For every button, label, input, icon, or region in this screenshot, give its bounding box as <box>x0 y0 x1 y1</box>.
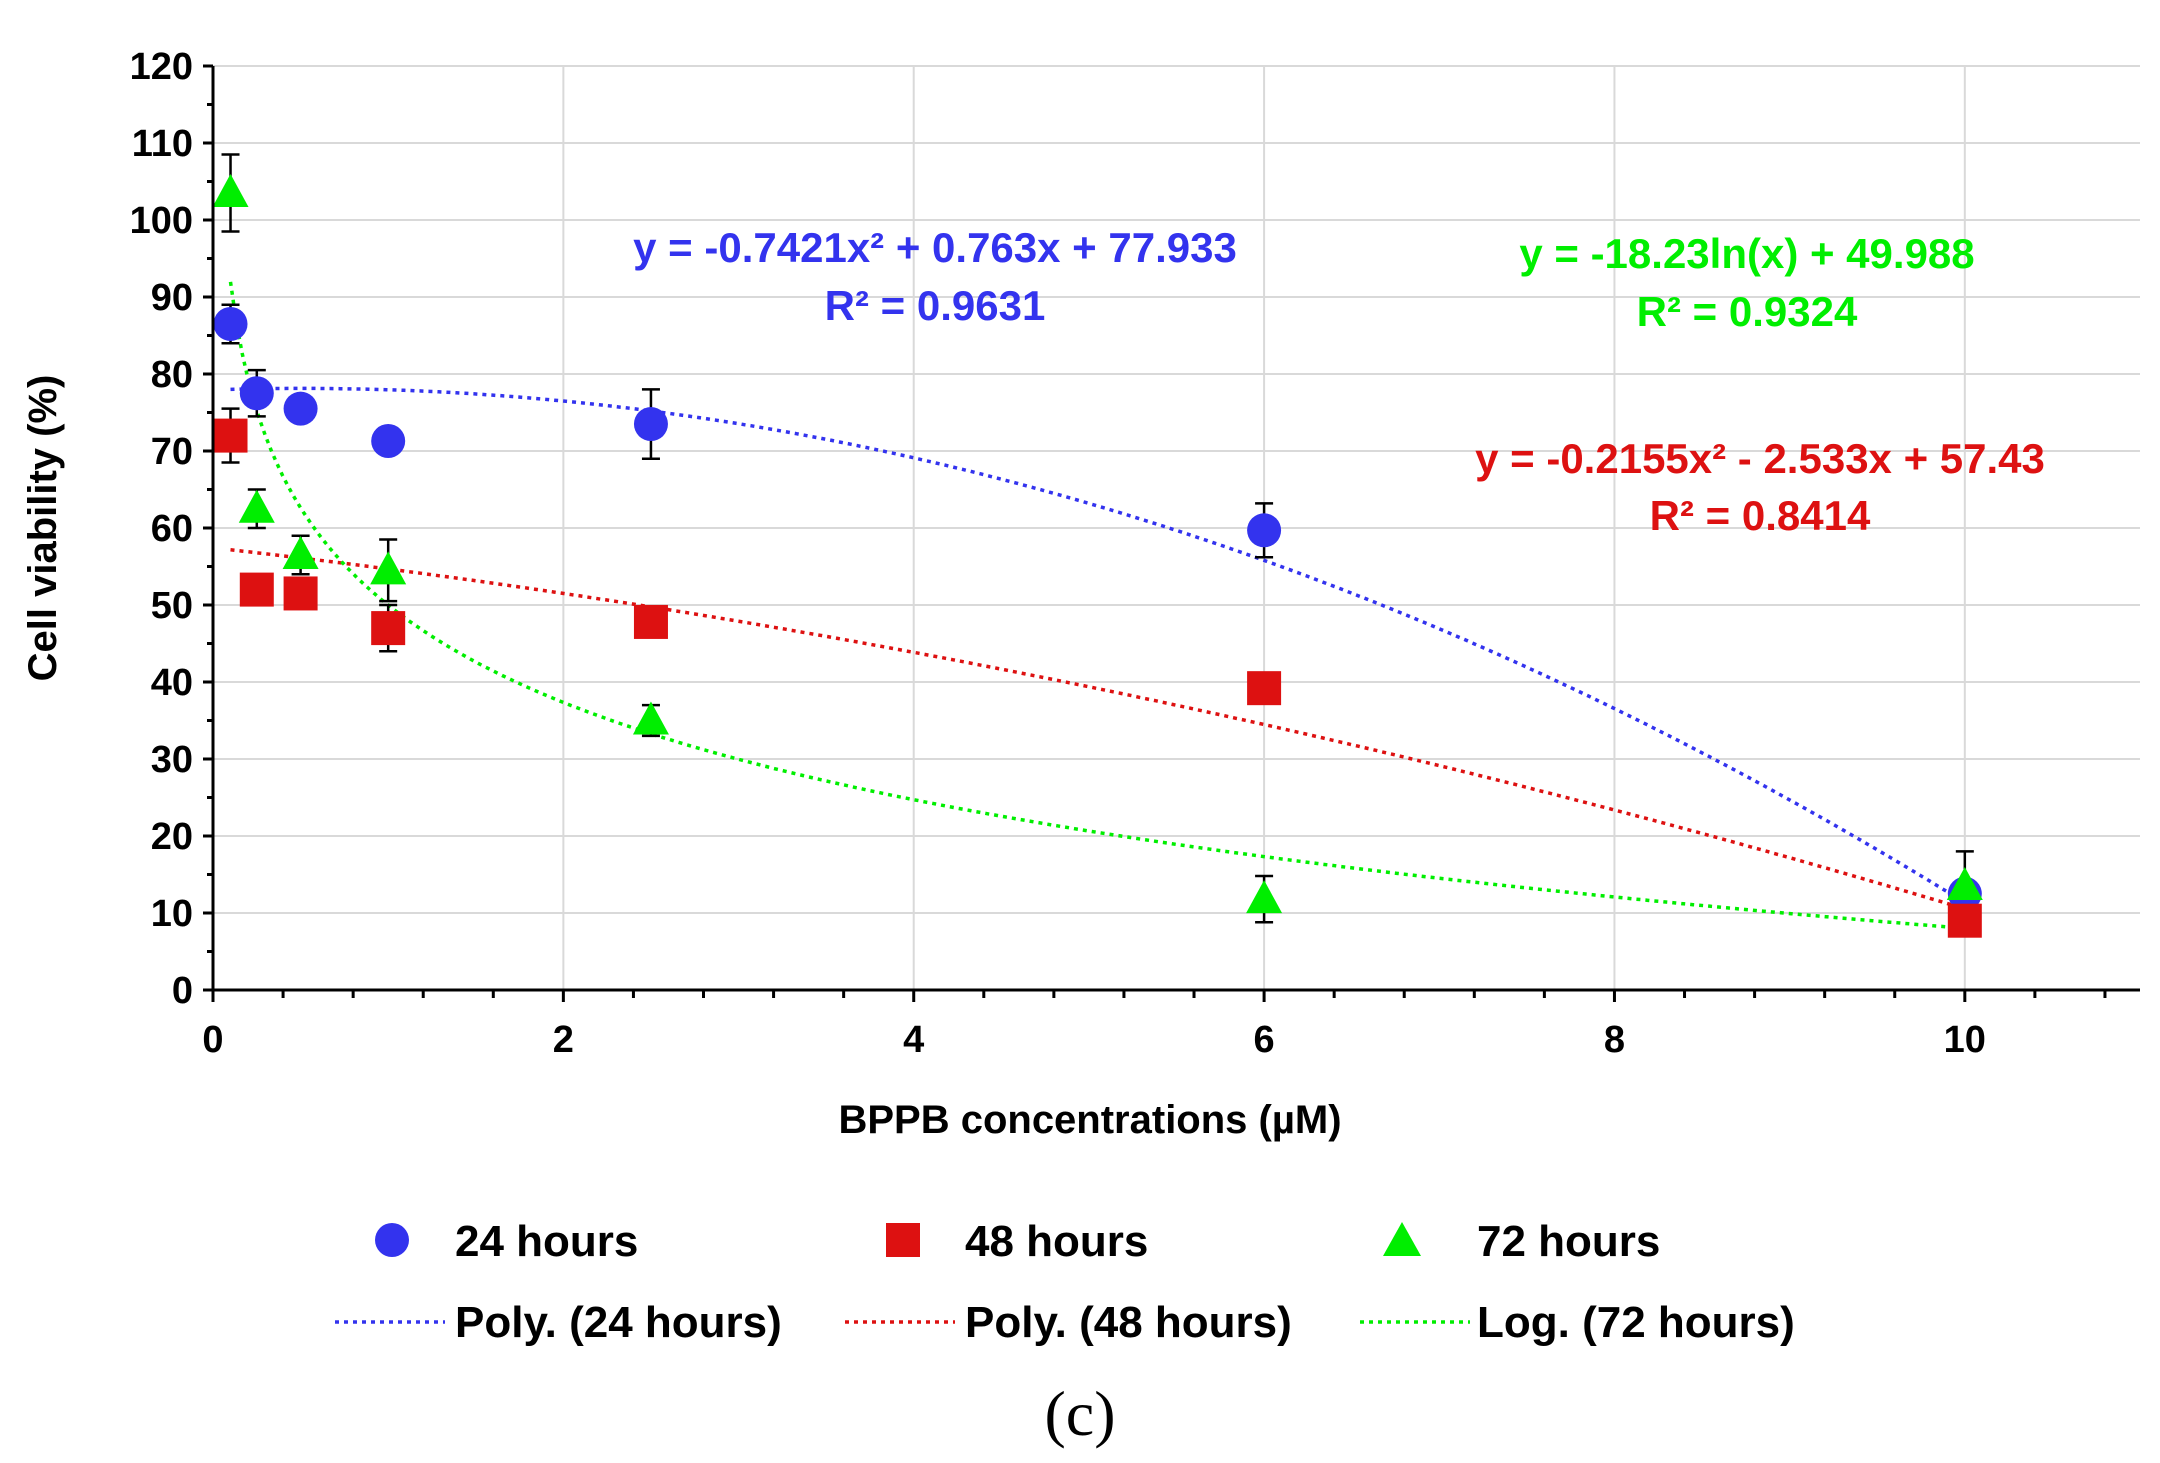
legend-label-24h: 24 hours <box>455 1217 638 1266</box>
equation-24h: y = -0.7421x² + 0.763x + 77.933 <box>633 224 1237 271</box>
trendline-48-hours <box>230 548 1966 911</box>
point-72-hours <box>1946 867 1983 901</box>
error-bars <box>221 153 1974 924</box>
y-tick-label-120: 120 <box>130 46 193 88</box>
legend-marker-48h <box>886 1223 920 1257</box>
x-axis-title: BPPB concentrations (µM) <box>838 1098 1341 1142</box>
y-tick-label-10: 10 <box>151 893 193 935</box>
tick-labels: 0 10 20 30 40 50 60 70 80 90 100 110 120 0 2 4 6 8 10 <box>130 46 1986 1061</box>
legend-label-poly48: Poly. (48 hours) <box>965 1298 1292 1347</box>
legend-label-48h: 48 hours <box>965 1217 1148 1266</box>
equation-72h: y = -18.23ln(x) + 49.988 <box>1519 230 1974 277</box>
legend-marker-72h <box>1383 1222 1421 1256</box>
y-tick-label-110: 110 <box>132 123 193 165</box>
point-24-hours <box>1247 513 1282 548</box>
legend-label-log72: Log. (72 hours) <box>1477 1298 1795 1347</box>
y-tick-label-30: 30 <box>151 739 193 781</box>
point-48-hours <box>1947 903 1982 938</box>
point-48-hours <box>633 604 668 639</box>
legend-label-72h: 72 hours <box>1477 1217 1660 1266</box>
legend: 24 hours 48 hours 72 hours Poly. (24 hou… <box>335 1217 1795 1347</box>
r2-48h: R² = 0.8414 <box>1650 492 1871 539</box>
x-tick-label-4: 4 <box>903 1019 924 1061</box>
grid-lines <box>213 65 2140 990</box>
trendline-72-hours <box>228 281 1965 931</box>
point-48-hours <box>371 611 406 646</box>
point-72-hours <box>238 489 275 523</box>
legend-label-poly24: Poly. (24 hours) <box>455 1298 782 1347</box>
point-48-hours <box>283 576 318 611</box>
y-axis-title: Cell viability (%) <box>21 375 65 682</box>
trendlines <box>228 281 1966 931</box>
x-tick-label-2: 2 <box>553 1019 574 1061</box>
axes <box>203 64 2140 1002</box>
x-tick-label-10: 10 <box>1944 1019 1986 1061</box>
y-tick-label-0: 0 <box>172 970 193 1012</box>
panel-label: (c) <box>1044 1378 1115 1449</box>
y-tick-label-20: 20 <box>151 816 193 858</box>
equation-48h: y = -0.2155x² - 2.533x + 57.43 <box>1475 435 2045 482</box>
point-48-hours <box>1247 671 1282 706</box>
y-tick-label-90: 90 <box>151 277 193 319</box>
point-72-hours <box>632 701 669 735</box>
trendline-24-hours <box>230 386 1966 905</box>
r2-72h: R² = 0.9324 <box>1637 288 1858 335</box>
point-24-hours <box>633 407 668 442</box>
point-48-hours <box>239 572 274 607</box>
r2-24h: R² = 0.9631 <box>825 282 1046 329</box>
point-24-hours <box>239 376 274 411</box>
point-24-hours <box>213 306 248 341</box>
legend-marker-24h <box>375 1223 409 1257</box>
y-tick-label-70: 70 <box>151 431 193 473</box>
point-72-hours <box>370 551 407 585</box>
data-points <box>212 174 1983 938</box>
point-24-hours <box>283 391 318 426</box>
point-24-hours <box>371 423 406 458</box>
x-tick-label-6: 6 <box>1254 1019 1275 1061</box>
y-tick-label-60: 60 <box>151 508 193 550</box>
y-tick-label-40: 40 <box>151 662 193 704</box>
point-72-hours <box>282 535 319 569</box>
y-tick-label-80: 80 <box>151 354 193 396</box>
x-tick-label-0: 0 <box>202 1019 223 1061</box>
x-tick-label-8: 8 <box>1604 1019 1625 1061</box>
point-48-hours <box>213 418 248 453</box>
y-tick-label-100: 100 <box>130 200 193 242</box>
point-72-hours <box>212 174 249 208</box>
y-tick-label-50: 50 <box>151 585 193 627</box>
point-72-hours <box>1246 880 1283 914</box>
